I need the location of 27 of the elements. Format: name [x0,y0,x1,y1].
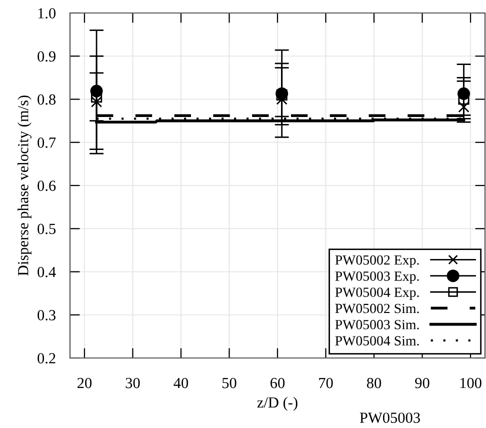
y-tick-label: 0.8 [38,94,56,105]
x-tick-label: 50 [222,378,236,388]
y-tick-label: 0.5 [38,224,56,234]
legend-label: PW05004 Exp. [335,288,419,300]
y-tick-label: 0.4 [38,266,56,278]
text: PW05003 [360,412,420,423]
y-tick-label: 0.7 [38,138,56,148]
legend-label: PW05003 Sim. [335,320,419,330]
x-tick-label: 30 [126,378,140,388]
x-tick-label: 80 [366,378,382,388]
y-tick-label: 0.3 [38,310,56,320]
x-tick-label: 70 [319,378,333,388]
x-tick-label: 60 [270,378,285,388]
legend-label: PW05004 Sim. [335,336,419,346]
x-tick-label: 100 [460,378,482,388]
x-tick-label: 40 [174,378,188,388]
legend-label: PW05003 Exp. [335,271,419,284]
x-axis-title: z/D (-) [257,396,298,411]
legend-label: PW05002 Sim. [335,304,419,314]
y-tick-label: 0.2 [38,353,56,364]
y-tick-label: 1.0 [38,8,56,19]
y-tick-label: 0.9 [38,51,56,62]
y-axis-title: Disperse phase velocity (m/s) [18,96,32,276]
legend-label: PW05002 Exp. [335,255,419,268]
x-tick-label: 20 [78,378,92,388]
y-tick-label: 0.6 [38,180,56,192]
x-tick-label: 90 [415,378,430,388]
